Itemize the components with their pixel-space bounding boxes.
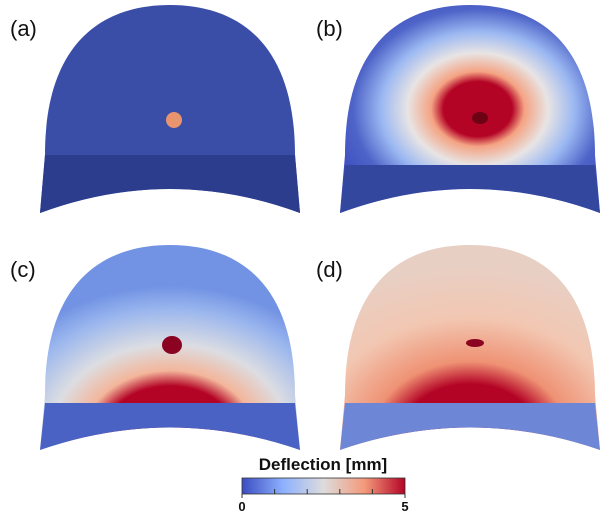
panel-label: (c) (10, 257, 36, 282)
colorbar-tick-label: 5 (401, 499, 408, 514)
panel-label: (a) (10, 16, 37, 41)
panel-label: (d) (316, 257, 343, 282)
helmet-b (340, 5, 600, 213)
helmet-d (340, 245, 600, 450)
colorbar-title: Deflection [mm] (259, 455, 387, 474)
helmet-c (40, 245, 300, 450)
panel-label: (b) (316, 16, 343, 41)
colorbar-tick-label: 0 (238, 499, 245, 514)
helmet-a (40, 5, 300, 213)
colorbar (241, 477, 406, 495)
